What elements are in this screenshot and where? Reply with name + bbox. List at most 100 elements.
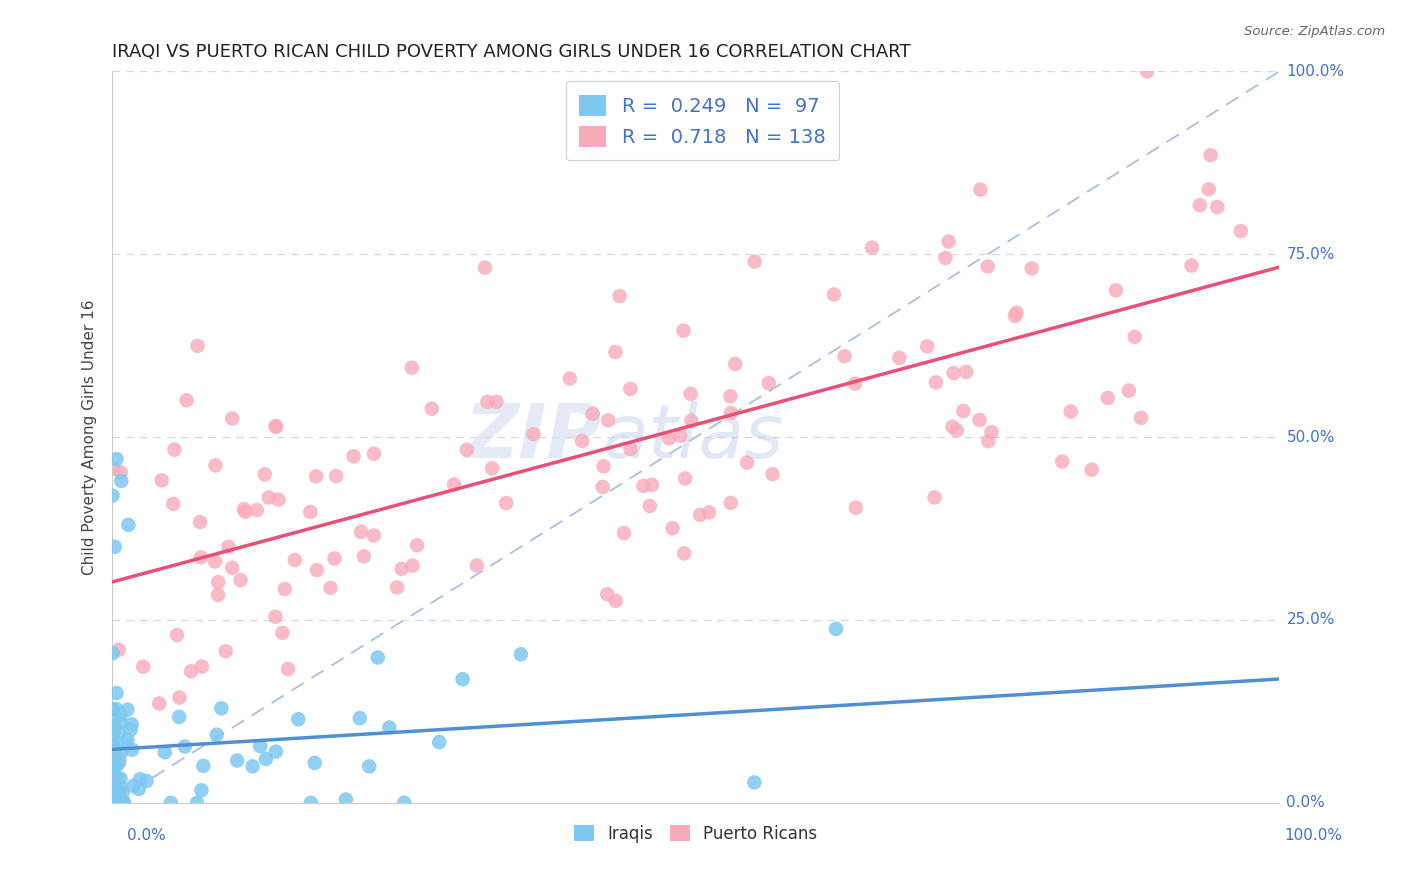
Point — [103, 726, 125, 740]
Point — [367, 650, 389, 665]
Point — [1136, 64, 1159, 78]
Point — [427, 735, 450, 749]
Point — [108, 725, 131, 739]
Point — [724, 357, 747, 371]
Point — [101, 746, 124, 760]
Point — [148, 697, 170, 711]
Point — [391, 562, 413, 576]
Point — [889, 351, 911, 365]
Legend: Iraqis, Puerto Ricans: Iraqis, Puerto Ricans — [568, 818, 824, 849]
Point — [205, 728, 228, 742]
Point — [101, 796, 124, 810]
Point — [1005, 306, 1028, 320]
Point — [101, 740, 124, 755]
Point — [218, 540, 240, 554]
Point — [104, 708, 127, 723]
Point — [169, 690, 191, 705]
Point — [976, 260, 998, 274]
Point — [945, 424, 967, 438]
Point — [110, 466, 132, 480]
Point — [229, 573, 252, 587]
Point — [401, 360, 423, 375]
Point — [107, 789, 129, 803]
Point — [619, 442, 641, 457]
Point — [128, 781, 150, 796]
Point — [105, 702, 128, 716]
Point — [697, 506, 720, 520]
Point — [925, 376, 948, 390]
Point — [105, 686, 128, 700]
Point — [117, 732, 139, 747]
Point — [1230, 224, 1253, 238]
Point — [323, 551, 346, 566]
Point — [325, 469, 347, 483]
Point — [101, 790, 124, 805]
Point — [249, 739, 271, 753]
Point — [101, 461, 124, 475]
Point — [955, 365, 977, 379]
Point — [720, 389, 742, 403]
Point — [254, 752, 277, 766]
Point — [188, 515, 211, 529]
Point — [107, 642, 129, 657]
Point — [242, 759, 264, 773]
Point — [190, 550, 212, 565]
Point — [860, 241, 883, 255]
Point — [952, 404, 974, 418]
Point — [105, 452, 128, 467]
Point — [193, 759, 215, 773]
Point — [101, 796, 124, 810]
Point — [350, 524, 373, 539]
Point — [101, 739, 124, 753]
Point — [1206, 200, 1229, 214]
Point — [761, 467, 783, 482]
Point — [101, 772, 124, 787]
Point — [101, 796, 124, 810]
Point — [720, 406, 742, 420]
Point — [661, 521, 683, 535]
Point — [110, 708, 132, 723]
Point — [103, 796, 125, 810]
Point — [257, 491, 280, 505]
Y-axis label: Child Poverty Among Girls Under 16: Child Poverty Among Girls Under 16 — [82, 300, 97, 574]
Point — [558, 371, 581, 385]
Text: 25.0%: 25.0% — [1286, 613, 1334, 627]
Text: IRAQI VS PUERTO RICAN CHILD POVERTY AMONG GIRLS UNDER 16 CORRELATION CHART: IRAQI VS PUERTO RICAN CHILD POVERTY AMON… — [112, 44, 911, 62]
Text: 50.0%: 50.0% — [1286, 430, 1334, 444]
Point — [176, 393, 198, 408]
Point — [101, 796, 124, 810]
Point — [287, 712, 309, 726]
Point — [758, 376, 780, 391]
Point — [319, 581, 342, 595]
Point — [744, 254, 766, 268]
Point — [378, 721, 401, 735]
Point — [672, 324, 695, 338]
Point — [101, 796, 124, 810]
Point — [571, 434, 593, 448]
Point — [112, 796, 135, 810]
Point — [673, 546, 696, 560]
Point — [105, 772, 128, 786]
Point — [465, 558, 488, 573]
Point — [915, 339, 938, 353]
Point — [977, 434, 1000, 449]
Point — [582, 407, 605, 421]
Point — [669, 428, 692, 442]
Point — [385, 580, 408, 594]
Point — [735, 456, 758, 470]
Point — [101, 796, 124, 810]
Point — [638, 499, 661, 513]
Point — [592, 480, 614, 494]
Point — [221, 411, 243, 425]
Point — [1188, 198, 1211, 212]
Point — [1021, 261, 1043, 276]
Point — [264, 745, 287, 759]
Point — [359, 759, 381, 773]
Point — [363, 447, 385, 461]
Point — [485, 395, 508, 409]
Point — [180, 665, 202, 679]
Point — [401, 558, 423, 573]
Point — [204, 554, 226, 568]
Point — [284, 553, 307, 567]
Point — [166, 628, 188, 642]
